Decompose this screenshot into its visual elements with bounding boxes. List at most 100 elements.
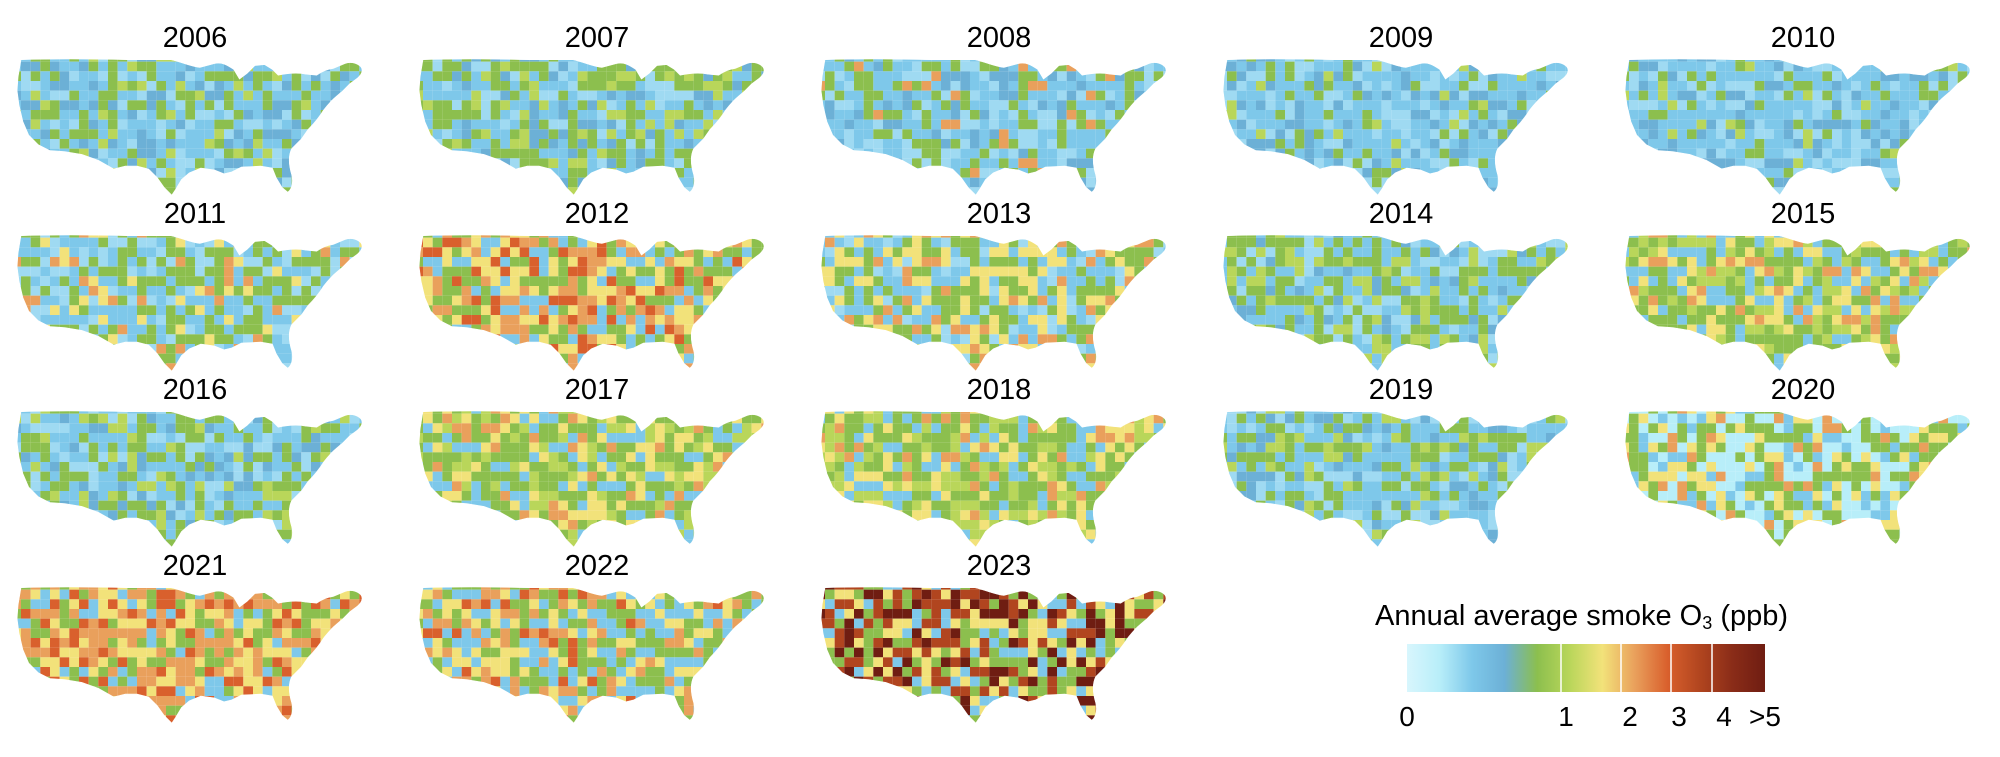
map-pixel-field xyxy=(419,411,765,548)
us-outline xyxy=(418,58,765,196)
map-pixel-field xyxy=(419,235,765,372)
us-smoke-ozone-map xyxy=(418,410,765,548)
us-smoke-ozone-map xyxy=(820,58,1167,196)
legend-gradient xyxy=(1407,644,1765,692)
us-smoke-ozone-map xyxy=(820,586,1167,724)
us-smoke-ozone-map xyxy=(820,234,1167,372)
map-pixel-field xyxy=(1223,411,1569,548)
legend-tick-0: 0 xyxy=(1399,701,1415,732)
map-panel-year: 2016 xyxy=(162,374,228,406)
us-smoke-ozone-map xyxy=(1222,410,1569,548)
map-panel: 2016 xyxy=(5,374,385,549)
legend-tick-2: 2 xyxy=(1622,701,1638,732)
us-outline xyxy=(16,410,363,548)
us-outline xyxy=(1222,410,1569,548)
map-panel: 2022 xyxy=(407,550,787,725)
us-smoke-ozone-map xyxy=(16,234,363,372)
map-panel: 2007 xyxy=(407,22,787,197)
map-panel-year: 2022 xyxy=(564,550,630,582)
us-outline xyxy=(1624,410,1971,548)
map-panel-year: 2013 xyxy=(966,198,1032,230)
us-outline xyxy=(418,234,765,372)
us-smoke-ozone-map xyxy=(16,58,363,196)
map-panel-year: 2012 xyxy=(564,198,630,230)
legend-title-main: Annual average smoke O xyxy=(1375,600,1703,632)
map-panel-year: 2019 xyxy=(1368,374,1434,406)
us-outline xyxy=(820,586,1167,724)
map-panel-year: 2007 xyxy=(564,22,630,54)
map-panel-year: 2010 xyxy=(1770,22,1836,54)
map-panel: 2019 xyxy=(1211,374,1591,549)
us-outline xyxy=(820,58,1167,196)
legend-title-unit: (ppb) xyxy=(1712,600,1789,632)
us-smoke-ozone-map xyxy=(1222,234,1569,372)
map-pixel-field xyxy=(1625,59,1971,196)
map-panel: 2020 xyxy=(1613,374,1993,549)
us-smoke-ozone-map xyxy=(16,410,363,548)
us-smoke-ozone-map xyxy=(820,410,1167,548)
map-panel: 2014 xyxy=(1211,198,1591,373)
map-panel: 2012 xyxy=(407,198,787,373)
map-pixel-field xyxy=(419,59,765,196)
map-panel: 2018 xyxy=(809,374,1189,549)
legend: Annual average smoke O3 (ppb) 0 1 2 3 4 … xyxy=(1375,600,1795,740)
map-panel-year: 2018 xyxy=(966,374,1032,406)
us-outline xyxy=(820,234,1167,372)
map-panel: 2015 xyxy=(1613,198,1993,373)
us-outline xyxy=(16,586,363,724)
map-panel-year: 2015 xyxy=(1770,198,1836,230)
map-pixel-field xyxy=(17,235,363,372)
map-panel: 2013 xyxy=(809,198,1189,373)
us-smoke-ozone-map xyxy=(1624,234,1971,372)
map-panel-year: 2006 xyxy=(162,22,228,54)
map-panel: 2008 xyxy=(809,22,1189,197)
map-panel-year: 2021 xyxy=(162,550,228,582)
us-outline xyxy=(16,234,363,372)
map-panel: 2010 xyxy=(1613,22,1993,197)
legend-title-subscript: 3 xyxy=(1702,613,1713,633)
map-panel-year: 2011 xyxy=(163,198,227,230)
legend-tick-5: >5 xyxy=(1749,701,1781,732)
us-smoke-ozone-map xyxy=(1222,58,1569,196)
us-outline xyxy=(1222,58,1569,196)
map-pixel-field xyxy=(821,235,1167,372)
map-pixel-field xyxy=(17,59,363,196)
map-pixel-field xyxy=(1223,235,1569,372)
map-pixel-field xyxy=(17,411,363,548)
legend-color-bar xyxy=(1407,644,1765,692)
map-pixel-field xyxy=(1223,59,1569,196)
map-panel: 2017 xyxy=(407,374,787,549)
map-panel: 2009 xyxy=(1211,22,1591,197)
map-pixel-field xyxy=(821,411,1167,548)
map-pixel-field xyxy=(17,587,363,724)
map-panel-year: 2020 xyxy=(1770,374,1836,406)
map-pixel-field xyxy=(821,59,1167,196)
us-outline xyxy=(16,58,363,196)
legend-tick-4: 4 xyxy=(1716,701,1732,732)
legend-tick-3: 3 xyxy=(1671,701,1687,732)
map-pixel-field xyxy=(419,587,765,724)
map-panel-year: 2009 xyxy=(1368,22,1434,54)
map-panel-year: 2014 xyxy=(1368,198,1434,230)
us-smoke-ozone-map xyxy=(418,58,765,196)
us-outline xyxy=(1624,58,1971,196)
legend-tick-1: 1 xyxy=(1558,701,1574,732)
us-outline xyxy=(1624,234,1971,372)
map-pixel-field xyxy=(821,587,1167,724)
map-panel-year: 2017 xyxy=(564,374,630,406)
us-smoke-ozone-map xyxy=(16,586,363,724)
map-panel: 2006 xyxy=(5,22,385,197)
us-smoke-ozone-map xyxy=(1624,410,1971,548)
us-smoke-ozone-map xyxy=(1624,58,1971,196)
map-panel-year: 2023 xyxy=(966,550,1032,582)
us-outline xyxy=(820,410,1167,548)
map-pixel-field xyxy=(1625,235,1971,372)
map-panel: 2023 xyxy=(809,550,1189,725)
map-panel-year: 2008 xyxy=(966,22,1032,54)
map-panel: 2021 xyxy=(5,550,385,725)
legend-title: Annual average smoke O3 (ppb) xyxy=(1375,600,1788,639)
us-outline xyxy=(418,586,765,724)
map-pixel-field xyxy=(1625,411,1971,548)
us-outline xyxy=(418,410,765,548)
us-outline xyxy=(1222,234,1569,372)
